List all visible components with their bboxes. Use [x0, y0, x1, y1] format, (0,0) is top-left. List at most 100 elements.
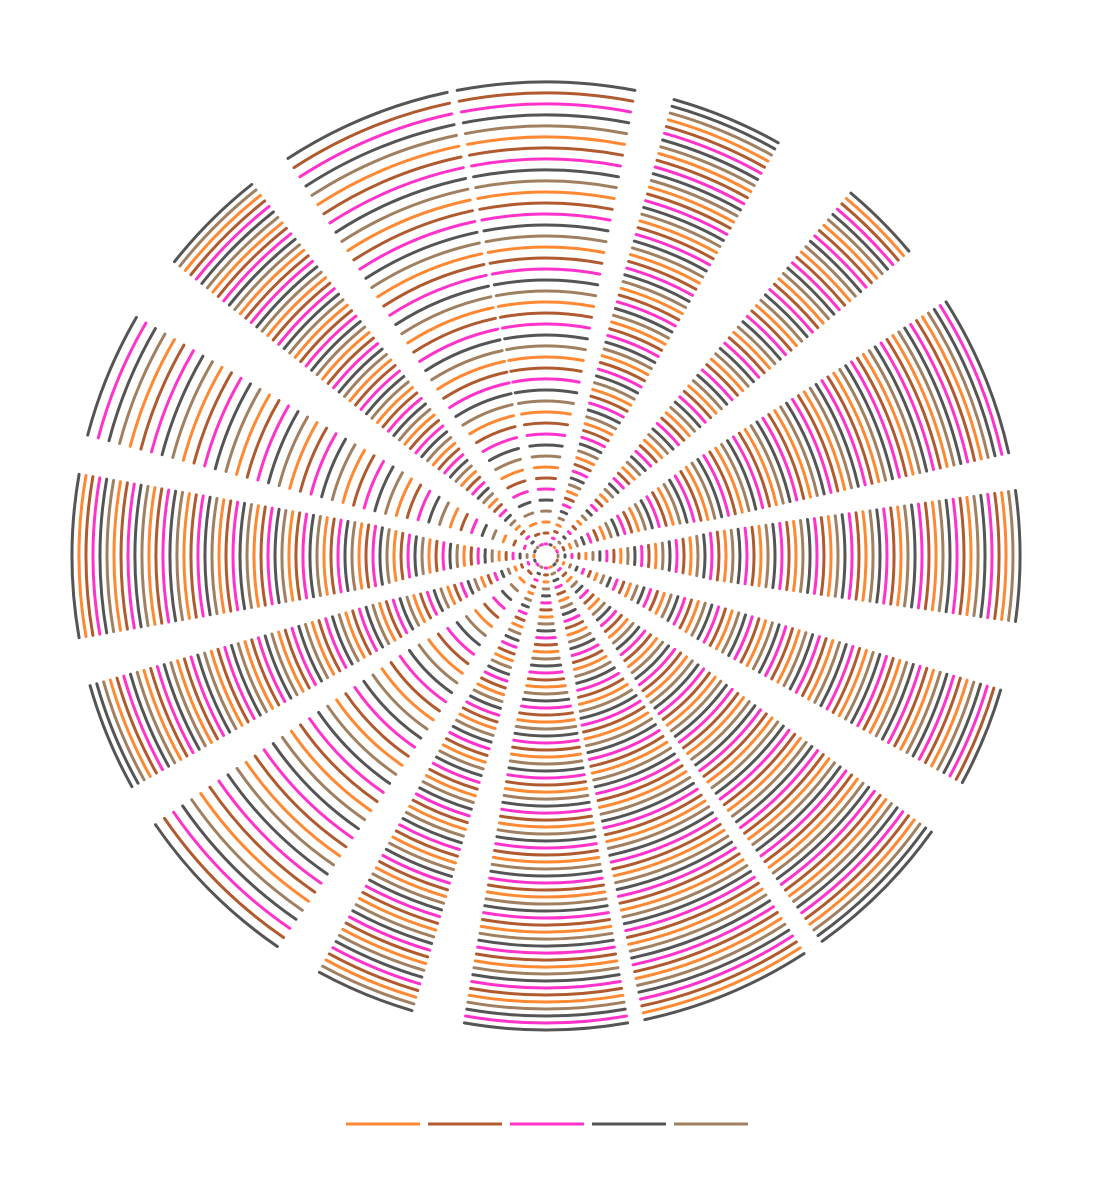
arc-segment — [140, 484, 150, 628]
arc-segment — [243, 640, 274, 710]
arc-segment — [754, 304, 798, 348]
arc-segment — [84, 475, 95, 637]
arc-segment — [619, 286, 684, 316]
arc-segment — [634, 232, 712, 267]
arc-segment — [327, 952, 420, 992]
arc-segment — [530, 540, 535, 545]
arc-segment — [238, 248, 306, 316]
arc-segment — [199, 792, 310, 903]
arc-segment — [573, 654, 608, 671]
arc-segment — [256, 404, 290, 482]
arc-segment — [203, 651, 238, 731]
arc-segment — [487, 447, 520, 462]
arc-segment — [630, 899, 772, 960]
arc-segment — [343, 519, 350, 593]
arc-segment — [304, 314, 358, 368]
arc-segment — [483, 602, 500, 619]
arc-segment — [358, 220, 477, 271]
arc-segment — [448, 458, 469, 479]
arc-segment — [879, 341, 935, 471]
arc-segment — [788, 798, 888, 898]
arc-segment — [533, 642, 559, 647]
arc-segment — [844, 364, 894, 481]
arc-segment — [341, 927, 428, 966]
arc-segment — [329, 517, 336, 595]
arc-segment — [321, 964, 416, 1006]
arc-segment — [593, 381, 636, 401]
arc-segment — [745, 619, 768, 667]
arc-segment — [606, 334, 660, 358]
arc-segment — [606, 805, 711, 850]
arc-segment — [334, 940, 424, 979]
arc-segment — [599, 776, 692, 816]
arc-segment — [427, 538, 432, 574]
arc-segment — [331, 946, 422, 986]
arc-segment — [796, 806, 899, 909]
arc-segment — [535, 476, 557, 481]
arc-segment — [562, 535, 567, 540]
arc-segment — [627, 637, 659, 669]
arc-segment — [352, 454, 376, 507]
arc-segment — [472, 168, 620, 179]
arc-segment — [819, 643, 848, 708]
arc-segment — [128, 338, 176, 448]
arc-segment — [656, 487, 675, 526]
arc-segment — [535, 562, 540, 567]
arc-segment — [564, 620, 585, 630]
arc-segment — [840, 513, 847, 599]
arc-segment — [448, 542, 453, 570]
arc-segment — [726, 736, 802, 812]
arc-segment — [326, 704, 398, 776]
arc-segment — [767, 777, 859, 869]
arc-segment — [690, 700, 751, 761]
arc-segment — [583, 422, 614, 437]
arc-segment — [480, 676, 507, 690]
arc-segment — [664, 125, 766, 169]
arc-segment — [639, 499, 654, 530]
arc-segment — [778, 521, 784, 591]
arc-segment — [470, 157, 622, 168]
arc-segment — [490, 658, 512, 669]
arc-segment — [993, 491, 1001, 621]
arc-segment — [359, 369, 401, 411]
arc-segment — [599, 493, 609, 503]
arc-segment — [388, 841, 455, 872]
arc-segment — [503, 333, 589, 341]
arc-segment — [521, 697, 571, 703]
arc-segment — [586, 723, 657, 755]
arc-segment — [160, 354, 205, 457]
arc-segment — [480, 523, 488, 537]
arc-segment — [874, 660, 909, 738]
arc-segment — [454, 392, 513, 418]
arc-segment — [621, 864, 749, 919]
arc-segment — [520, 563, 524, 569]
arc-segment — [718, 347, 755, 384]
arc-segment — [575, 456, 596, 467]
arc-segment — [1014, 489, 1022, 623]
arc-segment — [252, 504, 260, 608]
arc-segment — [77, 474, 88, 638]
arc-segment — [442, 370, 509, 400]
arc-segment — [622, 510, 634, 534]
arc-segment — [139, 343, 186, 451]
arc-segment — [743, 428, 778, 507]
arc-segment — [407, 648, 454, 695]
arc-segment — [476, 190, 616, 200]
arc-segment — [226, 773, 329, 876]
arc-segment — [266, 506, 274, 606]
arc-segment — [525, 535, 531, 541]
arc-segment — [389, 661, 441, 713]
arc-segment — [517, 399, 575, 405]
arc-segment — [586, 570, 592, 578]
arc-segment — [679, 470, 703, 522]
arc-segment — [854, 511, 861, 601]
arc-segment — [129, 672, 171, 768]
arc-segment — [764, 523, 770, 589]
arc-segment — [418, 786, 473, 811]
arc-segment — [511, 745, 581, 752]
arc-segment — [181, 365, 224, 462]
arc-segment — [133, 483, 143, 629]
arc-segment — [799, 519, 805, 593]
arc-segment — [480, 212, 612, 222]
